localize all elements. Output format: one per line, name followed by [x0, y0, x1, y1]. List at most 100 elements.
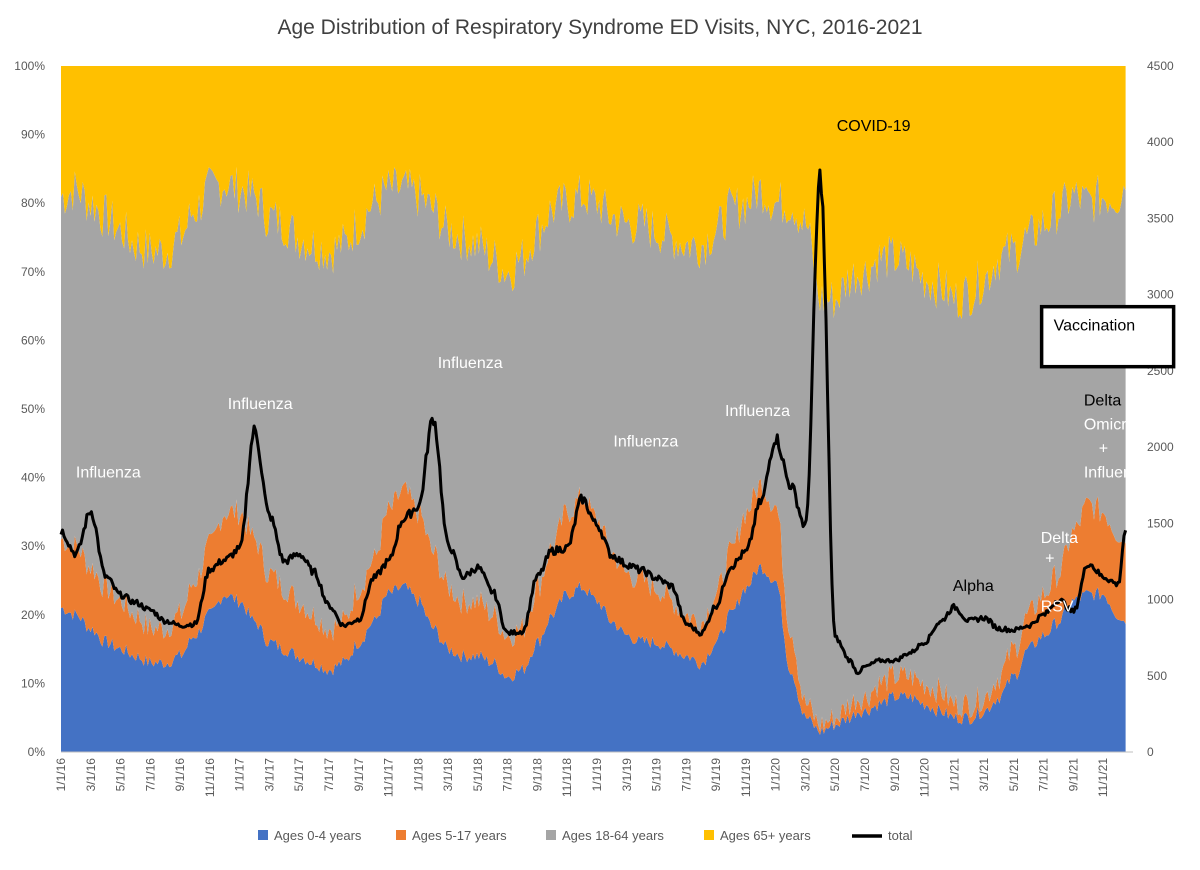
y-left-tick-label: 40%	[21, 471, 45, 485]
legend-label: total	[888, 828, 913, 843]
annotation-delta: Delta	[1041, 530, 1078, 547]
x-tick-label: 3/1/19	[620, 758, 634, 792]
x-tick-label: 5/1/18	[471, 758, 485, 792]
legend-item-ages-65-years: Ages 65+ years	[704, 828, 811, 843]
y-right-tick-label: 4000	[1147, 135, 1174, 149]
x-tick-label: 11/1/17	[382, 758, 396, 797]
x-tick-label: 11/1/16	[203, 758, 217, 797]
annotation-alpha: Alpha	[953, 578, 994, 595]
areas-layer	[61, 66, 1126, 752]
y-left-tick-label: 0%	[28, 745, 46, 759]
y-right-tick-label: 0	[1147, 745, 1154, 759]
x-tick-label: 7/1/18	[501, 758, 515, 792]
legend-label: Ages 18-64 years	[562, 828, 664, 843]
annotation-influenza: Influenza	[438, 355, 503, 372]
x-tick-label: 7/1/19	[679, 758, 693, 792]
vaccination-box	[1039, 304, 1176, 369]
x-tick-label: 5/1/16	[114, 758, 128, 792]
y-left-tick-label: 20%	[21, 608, 45, 622]
x-tick-label: 7/1/16	[143, 758, 157, 792]
x-tick-label: 9/1/21	[1066, 758, 1080, 792]
legend-label: Ages 65+ years	[720, 828, 811, 843]
y-right-tick-label: 2000	[1147, 440, 1174, 454]
legend-swatch	[396, 830, 406, 840]
legend-layer: Ages 0-4 years Ages 5-17 years Ages 18-64 …	[258, 828, 913, 843]
x-tick-label: 1/1/20	[769, 758, 783, 792]
x-tick-label: 3/1/21	[977, 758, 991, 792]
x-tick-label: 3/1/18	[441, 758, 455, 792]
x-tick-label: 1/1/21	[947, 758, 961, 792]
x-tick-label: 11/1/18	[560, 758, 574, 797]
axes-layer: 0% 10% 20% 30% 40% 50% 60% 70% 80% 90% 100% 0 500 100…	[14, 59, 1174, 797]
x-tick-label: 1/1/16	[54, 758, 68, 792]
annotation-influenza: Influenza	[725, 403, 790, 420]
x-tick-label: 7/1/17	[322, 758, 336, 792]
x-tick-label: 5/1/20	[828, 758, 842, 792]
x-tick-label: 1/1/17	[233, 758, 247, 792]
area-ages-18-64-years	[61, 166, 1126, 732]
legend-item-ages-5-17-years: Ages 5-17 years	[396, 828, 507, 843]
annotation-influenza: Influenza	[1084, 465, 1149, 482]
y-right-tick-label: 4500	[1147, 59, 1174, 73]
x-tick-label: 5/1/21	[1007, 758, 1021, 792]
legend-item-ages-0-4-years: Ages 0-4 years	[258, 828, 362, 843]
y-right-tick-label: 1500	[1147, 516, 1174, 530]
x-tick-label: 3/1/17	[262, 758, 276, 792]
x-tick-label: 9/1/16	[173, 758, 187, 792]
legend-label: Ages 5-17 years	[412, 828, 507, 843]
y-left-tick-label: 100%	[14, 59, 45, 73]
y-right-tick-label: 3000	[1147, 288, 1174, 302]
annotations-layer: Influenza Influenza Influenza Influenza Infl…	[76, 118, 1176, 615]
x-tick-label: 7/1/21	[1037, 758, 1051, 792]
annotation-influenza: Influenza	[228, 396, 293, 413]
vaccination-callout: Vaccination	[1039, 304, 1176, 369]
vaccination-label: Vaccination	[1054, 318, 1136, 335]
annotation--: +	[1099, 441, 1108, 458]
x-tick-label: 7/1/20	[858, 758, 872, 792]
y-left-tick-label: 70%	[21, 265, 45, 279]
legend-item-total: total	[852, 828, 913, 843]
line-layer	[59, 168, 1128, 676]
y-left-tick-label: 80%	[21, 196, 45, 210]
x-tick-label: 1/1/19	[590, 758, 604, 792]
legend-swatch	[258, 830, 268, 840]
annotation-influenza: Influenza	[76, 465, 141, 482]
x-tick-label: 1/1/18	[411, 758, 425, 792]
annotation-covid-19: COVID-19	[837, 118, 911, 135]
annotation--: +	[1045, 550, 1054, 567]
x-tick-label: 9/1/20	[888, 758, 902, 792]
x-tick-label: 11/1/21	[1096, 758, 1110, 797]
x-tick-label: 9/1/19	[709, 758, 723, 792]
annotation-delta: Delta	[1084, 393, 1121, 410]
legend-swatch	[704, 830, 714, 840]
area-ages-5-17-years	[61, 478, 1126, 735]
x-tick-label: 9/1/17	[352, 758, 366, 792]
area-ages-65-years	[61, 66, 1126, 320]
x-tick-label: 3/1/20	[798, 758, 812, 792]
x-tick-label: 9/1/18	[530, 758, 544, 792]
y-left-tick-label: 90%	[21, 128, 45, 142]
x-tick-label: 5/1/17	[292, 758, 306, 792]
y-left-tick-label: 30%	[21, 539, 45, 553]
x-tick-label: 5/1/19	[650, 758, 664, 792]
area-ages-0-4-years	[61, 563, 1126, 752]
x-tick-label: 3/1/16	[84, 758, 98, 792]
y-right-tick-label: 1000	[1147, 593, 1174, 607]
x-tick-label: 11/1/20	[918, 758, 932, 797]
legend-swatch	[546, 830, 556, 840]
y-left-tick-label: 60%	[21, 333, 45, 347]
annotation-rsv: RSV	[1041, 598, 1074, 615]
legend-label: Ages 0-4 years	[274, 828, 362, 843]
annotation-influenza: Influenza	[613, 434, 678, 451]
annotation-omicron: Omicron	[1084, 417, 1144, 434]
chart-title: Age Distribution of Respiratory Syndrome…	[277, 16, 923, 39]
line-total	[59, 168, 1128, 676]
y-left-tick-label: 50%	[21, 402, 45, 416]
x-tick-label: 11/1/19	[739, 758, 753, 797]
y-left-tick-label: 10%	[21, 676, 45, 690]
legend-item-ages-18-64-years: Ages 18-64 years	[546, 828, 664, 843]
y-right-tick-label: 500	[1147, 669, 1167, 683]
y-right-tick-label: 3500	[1147, 211, 1174, 225]
